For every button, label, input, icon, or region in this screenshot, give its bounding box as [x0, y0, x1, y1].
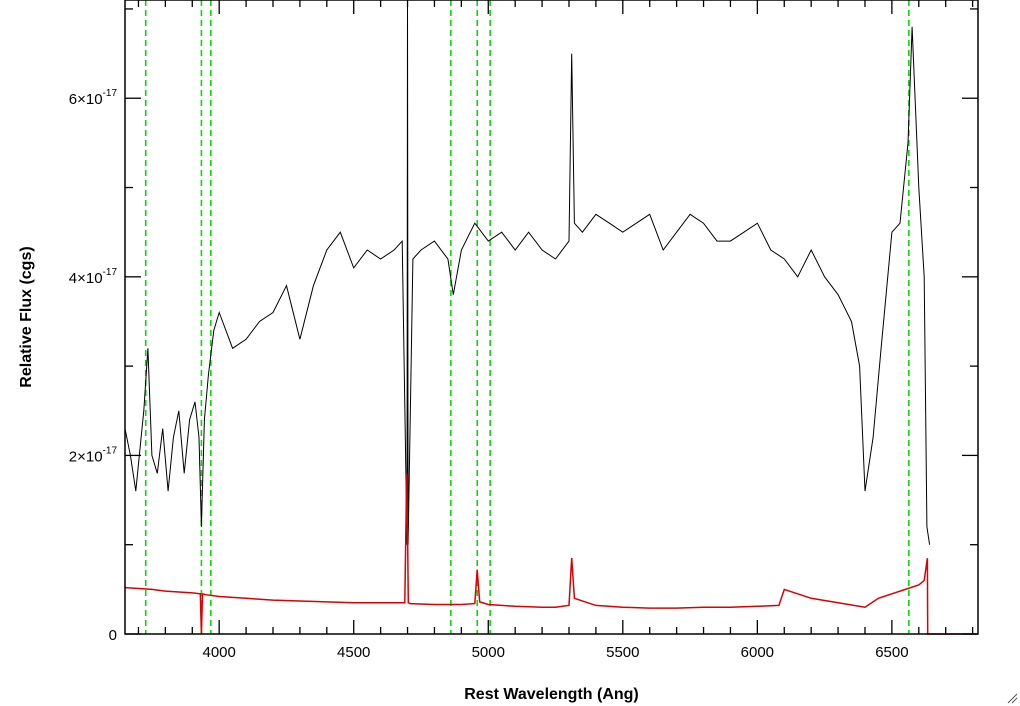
x-tick-label: 4000: [202, 644, 235, 661]
x-axis: 4000 4500 5000 5500 6000 6500: [137, 0, 974, 661]
series-line-1: [124, 473, 978, 635]
resize-grip-icon[interactable]: [1006, 692, 1018, 704]
y-axis-title: Relative Flux (cgs): [18, 246, 35, 387]
x-tick-label: 6500: [875, 644, 908, 661]
x-tick-label: 5500: [606, 644, 639, 661]
x-tick-label: 5000: [472, 644, 505, 661]
y-tick-label: 4×10-17: [69, 267, 118, 287]
y-tick-label: 6×10-17: [69, 88, 118, 108]
series-line-0: [124, 0, 931, 545]
x-tick-label: 4500: [337, 644, 370, 661]
plot-frame: [124, 0, 979, 635]
y-axis: 0 2×10-17 4×10-17 6×10-17: [69, 8, 978, 644]
y-tick-label: 0: [109, 627, 117, 644]
spectrum-series: [124, 0, 978, 635]
emission-line-markers: [144, 0, 910, 634]
y-tick-label: 2×10-17: [69, 445, 118, 465]
x-tick-label: 6000: [741, 644, 774, 661]
x-axis-title: Rest Wavelength (Ang): [464, 686, 639, 703]
